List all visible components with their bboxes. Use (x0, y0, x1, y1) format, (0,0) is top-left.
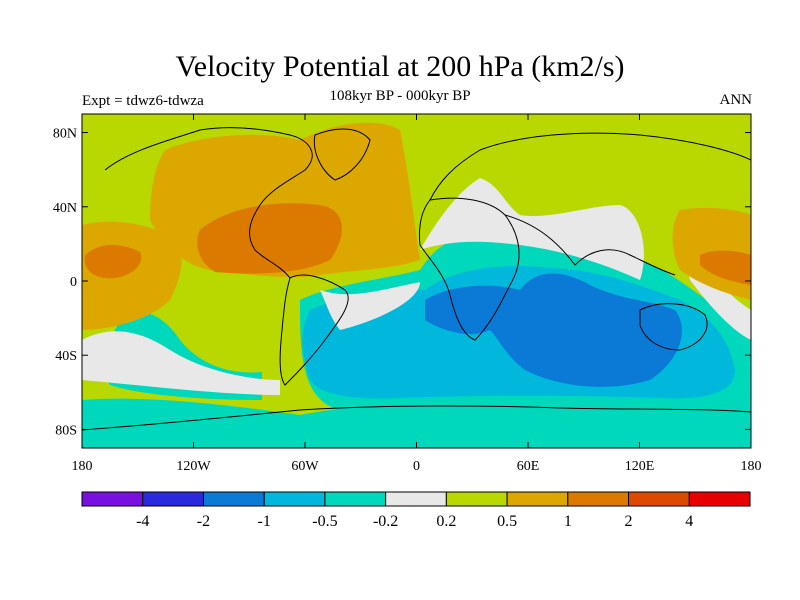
x-axis: 180 120W 60W 0 60E 120E 180 (72, 114, 762, 474)
x-tick-label: 120W (176, 459, 211, 474)
colorbar-label: -4 (136, 513, 149, 530)
colorbar-label: 2 (625, 513, 633, 530)
contour-fill-layer (82, 114, 751, 448)
colorbar-swatch (385, 491, 447, 507)
colorbar-swatch (688, 491, 751, 507)
y-tick-label: 0 (70, 275, 77, 290)
y-tick-label: 40S (55, 349, 77, 364)
map-title: Velocity Potential at 200 hPa (km2/s) (175, 50, 625, 83)
y-tick-label: 40N (53, 201, 77, 216)
colorbar-label: 0.2 (436, 513, 456, 530)
x-tick-label: 180 (72, 459, 93, 474)
colorbar-label: -0.5 (312, 513, 337, 530)
colorbar-label: 1 (564, 513, 572, 530)
map-subtitle: 108kyr BP - 000kyr BP (329, 88, 471, 104)
colorbar-label: 0.5 (497, 513, 517, 530)
colorbar-swatch (142, 491, 204, 507)
y-axis: 80N 40N 0 40S 80S (53, 127, 751, 438)
experiment-label: Expt = tdwz6-tdwza (82, 93, 204, 109)
colorbar-swatch (81, 491, 144, 507)
y-tick-label: 80S (55, 423, 77, 438)
colorbar-swatch (445, 491, 508, 507)
colorbar-swatch (506, 491, 569, 507)
x-tick-label: 180 (741, 459, 762, 474)
season-label: ANN (719, 92, 753, 108)
coastlines (82, 127, 751, 431)
colorbar-label: -1 (258, 513, 271, 530)
colorbar-label: -2 (197, 513, 210, 530)
y-tick-label: 80N (53, 127, 77, 142)
colorbar: -4 -2 -1 -0.5 -0.2 0.2 0.5 1 2 4 (81, 491, 751, 530)
x-tick-label: 60W (291, 459, 319, 474)
colorbar-swatch (263, 491, 326, 507)
x-tick-label: 60E (517, 459, 540, 474)
colorbar-swatch (202, 491, 265, 507)
colorbar-swatch (567, 491, 630, 507)
colorbar-label: 4 (685, 513, 693, 530)
colorbar-label: -0.2 (373, 513, 398, 530)
x-tick-label: 120E (625, 459, 655, 474)
colorbar-swatch (324, 491, 387, 507)
colorbar-swatch (628, 491, 690, 507)
x-tick-label: 0 (413, 459, 420, 474)
